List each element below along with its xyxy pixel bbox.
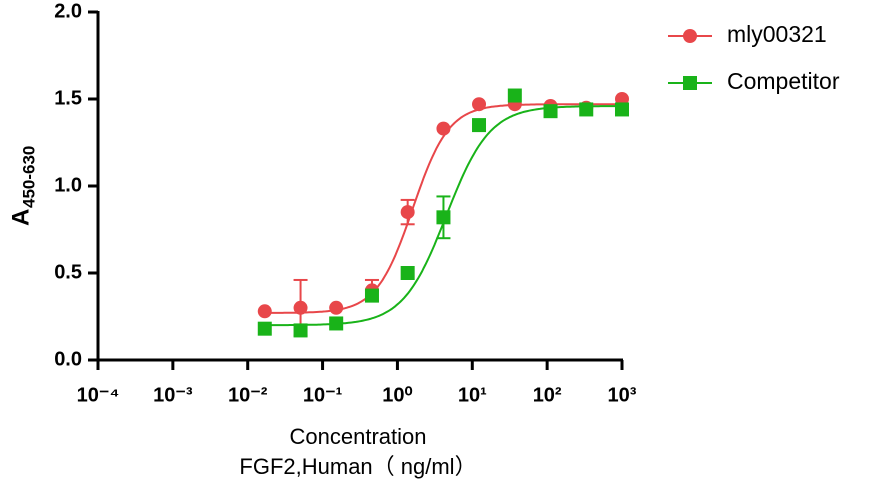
y-tick-label: 2.0 bbox=[54, 0, 82, 22]
x-axis-label: FGF2,Human（ ng/ml） bbox=[239, 454, 476, 479]
point bbox=[257, 304, 272, 319]
point bbox=[293, 300, 308, 315]
point bbox=[615, 102, 629, 117]
x-tick-label: 10⁻² bbox=[228, 384, 268, 406]
x-tick-label: 10⁻⁴ bbox=[77, 384, 120, 406]
fit-curve bbox=[264, 103, 622, 314]
y-axis-label-main: A bbox=[7, 209, 34, 226]
point bbox=[436, 210, 451, 225]
point bbox=[400, 205, 415, 220]
x-tick-label: 10² bbox=[533, 384, 562, 406]
x-tick-label: 10⁰ bbox=[382, 384, 412, 406]
x-tick-label: 10⁻³ bbox=[153, 384, 193, 406]
y-axis-label: A 450-630 bbox=[7, 146, 38, 226]
legend-marker bbox=[683, 29, 697, 43]
point bbox=[364, 288, 379, 303]
y-tick-label: 1.0 bbox=[54, 174, 82, 196]
point bbox=[329, 316, 344, 331]
x-tick-label: 10⁻¹ bbox=[303, 384, 343, 406]
point bbox=[579, 102, 594, 117]
point bbox=[257, 321, 272, 336]
x-tick-label: 10³ bbox=[608, 384, 637, 406]
legend-label: Competitor bbox=[727, 68, 840, 94]
point bbox=[400, 266, 415, 280]
x-axis-label: Concentration bbox=[290, 424, 427, 449]
y-tick-label: 0.5 bbox=[54, 261, 82, 283]
point bbox=[472, 97, 487, 112]
point bbox=[329, 300, 344, 315]
legend-marker bbox=[683, 76, 697, 90]
point bbox=[293, 323, 308, 338]
legend-label: mly00321 bbox=[727, 21, 827, 47]
point bbox=[472, 118, 487, 133]
point bbox=[436, 121, 451, 136]
point bbox=[543, 104, 558, 119]
y-tick-label: 1.5 bbox=[54, 87, 82, 109]
y-axis-label-sub: 450-630 bbox=[19, 146, 38, 208]
x-tick-label: 10¹ bbox=[458, 384, 487, 406]
y-tick-label: 0.0 bbox=[54, 348, 82, 370]
point bbox=[507, 88, 522, 103]
